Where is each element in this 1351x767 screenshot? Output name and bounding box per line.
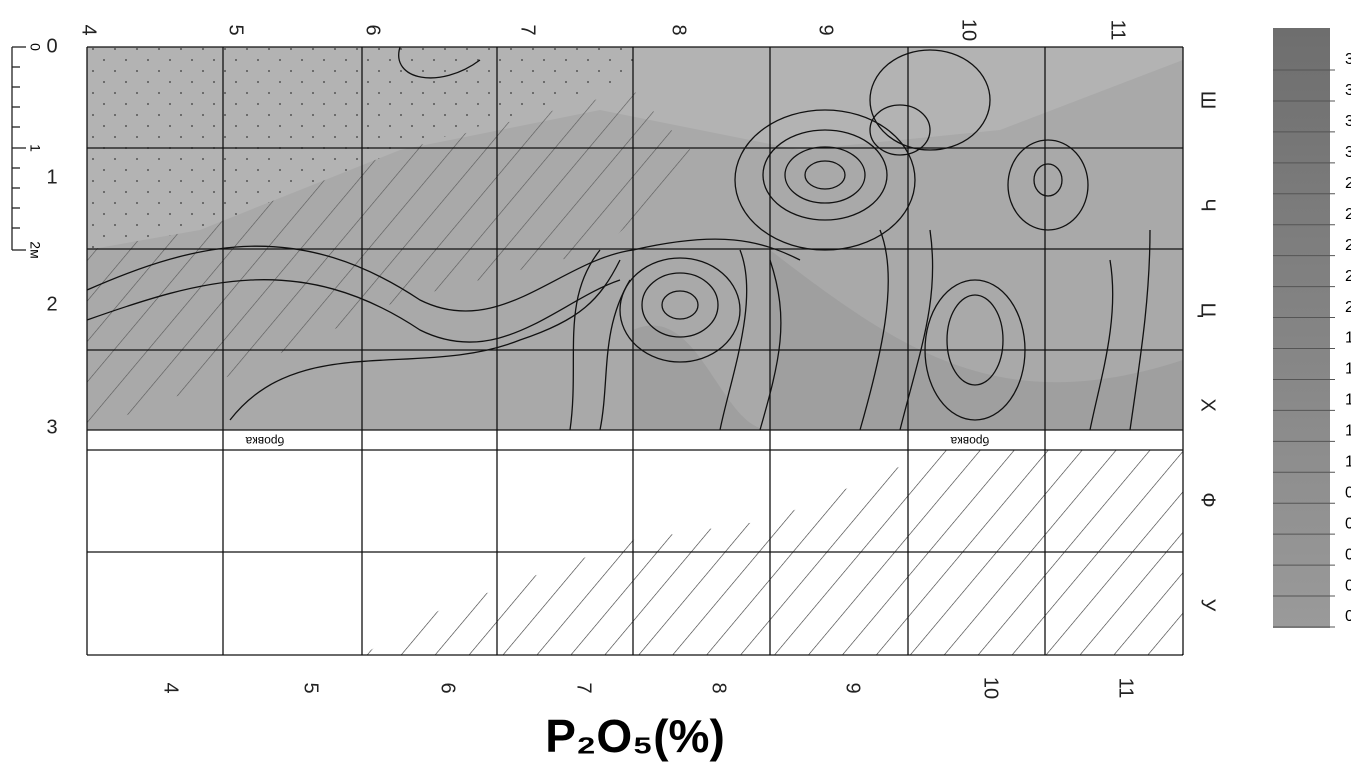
right-label: Ч [1197,198,1219,211]
edge-label: бровка [950,434,989,448]
legend-label: 0.2 [1345,577,1351,594]
legend-label: 1.6 [1345,361,1351,378]
left-label: 1 [46,166,57,188]
bottom-label: 10 [980,677,1002,699]
legend-label: 3 [1345,144,1351,161]
legend-label: 2.6 [1345,206,1351,223]
colorbar [1273,28,1330,628]
legend-label: 0.8 [1345,484,1351,501]
bottom-label: 8 [708,682,730,693]
top-label: 4 [78,24,100,35]
map: P₂O₅(%) 456789101145678910110123ШЧЦХФУ01… [0,0,1351,767]
legend-label: 0 [1345,608,1351,625]
right-label: Ф [1197,492,1219,507]
bottom-label: 5 [300,682,322,693]
legend-label: 2.4 [1345,237,1351,254]
bottom-label: 9 [842,682,864,693]
top-label: 7 [517,24,539,35]
legend-label: 0.4 [1345,546,1351,563]
excavation-map [12,47,1183,655]
top-label: 9 [815,24,837,35]
legend-label: 2.8 [1345,175,1351,192]
bottom-label: 6 [437,682,459,693]
scale-label: 1 [27,144,43,152]
legend-label: 3.4 [1345,82,1351,99]
scale-bar [12,47,26,250]
left-label: 3 [46,416,57,438]
scale-label: 0 [27,43,43,51]
bottom-label: 7 [573,682,595,693]
legend-label: 1.4 [1345,392,1351,409]
right-label: У [1197,599,1219,612]
legend-label: 0.6 [1345,515,1351,532]
legend-label: 1.2 [1345,423,1351,440]
left-label: 2 [46,293,57,315]
legend-label: 3.2 [1345,113,1351,130]
legend-label: 1 [1345,453,1351,470]
right-label: Ш [1197,91,1219,109]
left-label: 0 [46,35,57,57]
scale-label: 2м [27,241,43,258]
legend-label: 2 [1345,299,1351,316]
bottom-label: 4 [160,682,182,693]
top-label: 11 [1107,20,1129,41]
edge-label: бровка [245,434,284,448]
top-label: 6 [362,24,384,35]
bottom-label: 11 [1115,678,1137,699]
right-label: Ц [1197,303,1219,318]
right-label: Х [1197,398,1219,411]
legend-label: 1.8 [1345,330,1351,347]
legend-label: 3.6 [1345,51,1351,68]
top-label: 5 [225,24,247,35]
top-label: 8 [668,24,690,35]
map-title: P₂O₅(%) [545,710,725,762]
legend-label: 2.2 [1345,268,1351,285]
top-label: 10 [958,19,980,41]
